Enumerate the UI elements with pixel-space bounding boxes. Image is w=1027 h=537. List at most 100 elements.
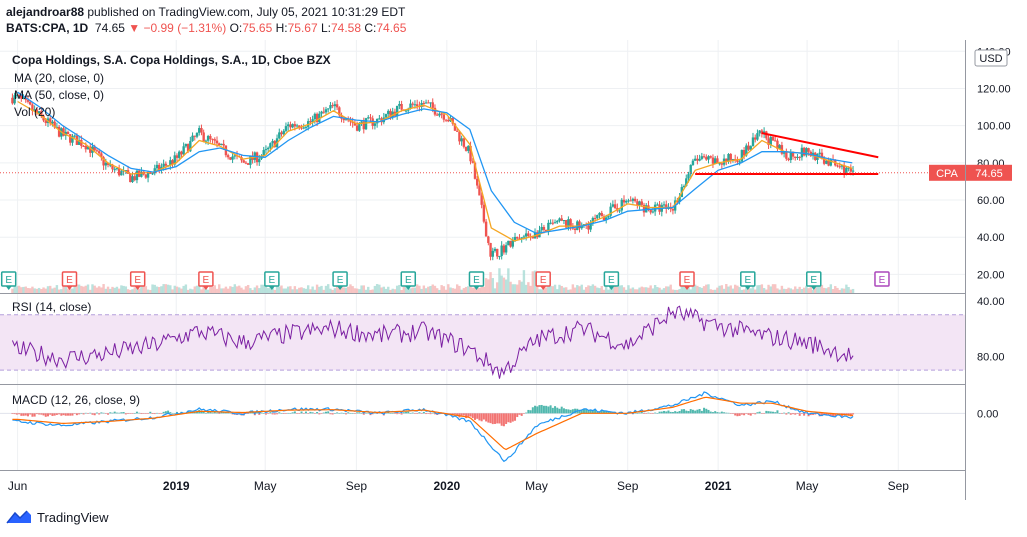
- volume-bar: [680, 286, 684, 293]
- candle-body: [95, 150, 99, 152]
- volume-bar: [398, 284, 401, 293]
- earnings-label: E: [810, 275, 817, 286]
- macd-histogram-bar: [307, 413, 310, 414]
- macd-histogram-bar: [494, 413, 497, 424]
- volume-bar: [155, 286, 159, 293]
- candle-body: [522, 236, 526, 238]
- macd-histogram-bar: [756, 412, 759, 414]
- volume-bar: [191, 289, 194, 293]
- volume-bar: [602, 289, 606, 293]
- macd-histogram-bar: [75, 413, 78, 416]
- macd-histogram-bar: [24, 413, 27, 416]
- earnings-label: E: [540, 275, 547, 286]
- candle-body: [93, 146, 96, 151]
- open-value: 75.65: [242, 21, 273, 35]
- candle-body: [593, 217, 597, 219]
- candle-body: [191, 135, 194, 142]
- candle-body: [791, 152, 795, 157]
- volume-bar: [360, 285, 363, 293]
- macd-histogram-bar: [798, 413, 801, 416]
- earnings-pointer: [202, 286, 209, 290]
- volume-bar: [62, 284, 65, 293]
- candle-body: [725, 158, 728, 162]
- tradingview-brand[interactable]: TradingView: [6, 509, 109, 525]
- volume-bar: [447, 284, 450, 293]
- volume-bar: [226, 288, 230, 293]
- macd-histogram-bar: [396, 413, 399, 415]
- candle-body: [198, 128, 201, 133]
- macd-histogram-bar: [411, 412, 414, 414]
- macd-histogram-bar: [525, 412, 528, 414]
- macd-histogram-bar: [67, 413, 70, 416]
- macd-histogram-bar: [514, 413, 517, 421]
- macd-histogram-bar: [347, 412, 350, 414]
- volume-bar: [709, 289, 712, 293]
- candle-body: [822, 157, 826, 164]
- candle-body: [587, 225, 590, 230]
- chart-canvas[interactable]: E E E E E E E E E E E E E E 20.00 40.00 60.00 80.00 100.00…: [0, 40, 1027, 500]
- candle-body: [716, 158, 719, 164]
- volume-bar: [442, 286, 446, 293]
- volume-bar: [464, 286, 468, 293]
- volume-bar: [542, 286, 546, 293]
- macd-histogram-bar: [104, 413, 107, 414]
- macd-histogram-bar: [565, 409, 568, 414]
- volume-bar: [616, 287, 619, 293]
- macd-histogram-bar: [22, 413, 25, 416]
- price-tick-label: 40.00: [977, 232, 1005, 244]
- candle-body: [342, 118, 345, 121]
- macd-histogram-bar: [167, 410, 170, 414]
- macd-histogram-bar: [780, 413, 783, 414]
- candle-body: [124, 170, 128, 172]
- author-link[interactable]: alejandroar88: [6, 5, 85, 19]
- volume-bar: [133, 287, 136, 293]
- volume-bar: [794, 286, 797, 293]
- macd-histogram-bar: [98, 413, 101, 415]
- macd-histogram-bar: [600, 409, 603, 414]
- volume-bar: [569, 289, 572, 293]
- candle-body: [836, 165, 839, 167]
- volume-bar: [402, 286, 406, 293]
- candle-body: [102, 157, 105, 166]
- macd-histogram-bar: [429, 413, 432, 415]
- earnings-label: E: [608, 275, 615, 286]
- volume-bar: [86, 284, 90, 293]
- candle-body: [553, 222, 557, 224]
- macd-histogram-bar: [663, 410, 666, 414]
- candle-body: [440, 113, 443, 115]
- volume-bar: [284, 288, 288, 293]
- price-change: ▼ −0.99 (−1.31%): [128, 21, 227, 35]
- candle-body: [687, 174, 690, 179]
- macd-histogram-bar: [587, 410, 590, 414]
- volume-bar: [716, 287, 719, 293]
- volume-bar: [774, 284, 777, 293]
- earnings-pointer: [473, 286, 480, 290]
- volume-bar: [807, 288, 810, 293]
- candle-body: [20, 95, 23, 99]
- macd-histogram-bar: [107, 413, 110, 415]
- candle-body: [302, 127, 305, 129]
- candle-body: [656, 204, 659, 206]
- macd-histogram-bar: [351, 413, 354, 414]
- macd-histogram-bar: [562, 408, 565, 414]
- volume-bar: [427, 286, 430, 293]
- volume-bar: [344, 287, 348, 293]
- volume-bar: [166, 284, 170, 293]
- earnings-event-up: E: [740, 271, 756, 290]
- macd-histogram-bar: [427, 413, 430, 414]
- macd-histogram-bar: [594, 409, 597, 414]
- macd-histogram-bar: [353, 413, 356, 414]
- macd-histogram-bar: [298, 413, 301, 414]
- macd-histogram-bar: [405, 411, 408, 414]
- volume-bar: [845, 284, 848, 293]
- high-value: 75.67: [287, 21, 318, 35]
- volume-bar: [509, 281, 512, 293]
- candle-body: [851, 170, 855, 172]
- candle-body: [40, 111, 43, 116]
- volume-bar: [113, 287, 116, 293]
- candle-body: [700, 156, 704, 159]
- earnings-pointer: [744, 286, 751, 290]
- candle-body: [55, 126, 59, 128]
- macd-histogram-bar: [360, 413, 363, 414]
- volume-bar: [40, 289, 43, 293]
